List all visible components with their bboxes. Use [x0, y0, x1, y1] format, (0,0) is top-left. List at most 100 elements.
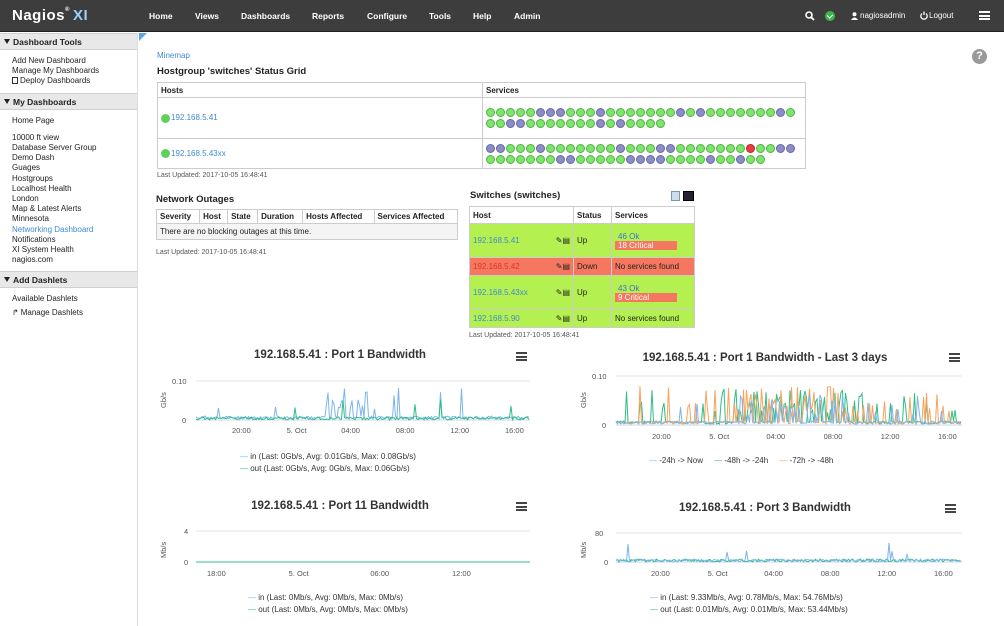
- service-ok-icon[interactable]: [485, 108, 495, 118]
- service-ok-icon[interactable]: [635, 143, 645, 153]
- service-ok-icon[interactable]: [545, 154, 555, 164]
- service-warning-icon[interactable]: [735, 154, 745, 164]
- graph-icon[interactable]: ✎▤: [555, 314, 570, 323]
- legend-out[interactable]: out (Last: 0.01Mb/s, Avg: 0.01Mb/s, Max:…: [660, 605, 848, 614]
- chart2-menu-icon[interactable]: [949, 353, 960, 362]
- host-link[interactable]: 192.168.5.43xx: [171, 148, 226, 158]
- service-warning-icon[interactable]: [645, 154, 655, 164]
- service-ok-icon[interactable]: [485, 154, 495, 164]
- nagios-logo[interactable]: Nagios® XI: [12, 7, 89, 24]
- minemap-link[interactable]: Minemap: [157, 51, 190, 60]
- service-ok-icon[interactable]: [585, 108, 595, 118]
- help-icon[interactable]: ?: [972, 49, 987, 64]
- service-warning-icon[interactable]: [775, 108, 785, 118]
- service-warning-icon[interactable]: [635, 154, 645, 164]
- service-ok-icon[interactable]: [675, 143, 685, 153]
- service-ok-icon[interactable]: [545, 119, 555, 129]
- service-warning-icon[interactable]: [615, 143, 625, 153]
- sidebar-item-manage-dashlets[interactable]: ↱ Manage Dashlets: [12, 307, 83, 317]
- sidebar-item-networking-dashboard[interactable]: Networking Dashboard: [12, 224, 94, 234]
- service-ok-icon[interactable]: [495, 119, 505, 129]
- service-ok-icon[interactable]: [635, 119, 645, 129]
- service-ok-icon[interactable]: [755, 143, 765, 153]
- sidebar-item-add-new-dashboard[interactable]: Add New Dashboard: [12, 56, 86, 65]
- chart2-legend[interactable]: — -24h -> Now — -48h -> -24h — -72h -> -…: [649, 456, 834, 465]
- section-my-dashboards[interactable]: My Dashboards: [0, 92, 137, 110]
- nav-help[interactable]: Help: [473, 11, 492, 21]
- service-warning-icon[interactable]: [555, 108, 565, 118]
- section-dashboard-tools[interactable]: Dashboard Tools: [0, 33, 137, 50]
- service-warning-icon[interactable]: [535, 143, 545, 153]
- service-ok-icon[interactable]: [695, 154, 705, 164]
- service-warning-icon[interactable]: [655, 154, 665, 164]
- service-ok-icon[interactable]: [615, 108, 625, 118]
- service-ok-icon[interactable]: [575, 143, 585, 153]
- service-ok-icon[interactable]: [675, 154, 685, 164]
- sidebar-item-guages[interactable]: Guages: [12, 163, 41, 173]
- nav-dashboards[interactable]: Dashboards: [241, 11, 291, 21]
- nav-home[interactable]: Home: [149, 11, 173, 21]
- service-ok-icon[interactable]: [605, 143, 615, 153]
- service-warning-icon[interactable]: [535, 108, 545, 118]
- service-ok-icon[interactable]: [605, 119, 615, 129]
- graph-icon[interactable]: ✎▤: [555, 262, 570, 271]
- legend-72h[interactable]: -72h -> -48h: [789, 456, 834, 465]
- service-ok-icon[interactable]: [565, 143, 575, 153]
- nav-views[interactable]: Views: [195, 11, 219, 21]
- legend-out[interactable]: out (Last: 0Gb/s, Avg: 0Gb/s, Max: 0.06G…: [250, 464, 410, 473]
- service-ok-icon[interactable]: [685, 108, 695, 118]
- legend-in[interactable]: in (Last: 0Gb/s, Avg: 0.01Gb/s, Max: 0.0…: [250, 452, 416, 461]
- service-ok-icon[interactable]: [715, 154, 725, 164]
- service-warning-icon[interactable]: [675, 108, 685, 118]
- legend-24h[interactable]: -24h -> Now: [659, 456, 704, 465]
- service-warning-icon[interactable]: [595, 108, 605, 118]
- service-ok-icon[interactable]: [725, 143, 735, 153]
- service-ok-icon[interactable]: [515, 154, 525, 164]
- service-ok-icon[interactable]: [625, 143, 635, 153]
- service-warning-icon[interactable]: [785, 143, 795, 153]
- service-warning-icon[interactable]: [485, 143, 495, 153]
- service-ok-icon[interactable]: [685, 154, 695, 164]
- monitor-icon[interactable]: [683, 191, 694, 201]
- username-link[interactable]: nagiosadmin: [860, 11, 906, 20]
- service-ok-icon[interactable]: [575, 108, 585, 118]
- sidebar-item-london[interactable]: London: [12, 194, 39, 204]
- service-warning-icon[interactable]: [695, 108, 705, 118]
- service-ok-icon[interactable]: [765, 143, 775, 153]
- host-link[interactable]: 192.168.5.41: [171, 113, 218, 123]
- legend-in[interactable]: in (Last: 0Mb/s, Avg: 0Mb/s, Max: 0Mb/s): [258, 593, 404, 602]
- service-warning-icon[interactable]: [665, 143, 675, 153]
- service-ok-icon[interactable]: [575, 154, 585, 164]
- service-ok-icon[interactable]: [585, 143, 595, 153]
- switch-host-link[interactable]: 192.168.5.42: [473, 262, 520, 271]
- service-ok-icon[interactable]: [655, 119, 665, 129]
- nav-reports[interactable]: Reports: [312, 11, 345, 21]
- chart4-menu-icon[interactable]: [945, 504, 956, 513]
- sidebar-item-available-dashlets[interactable]: Available Dashlets: [12, 294, 78, 304]
- service-warning-icon[interactable]: [625, 154, 635, 164]
- service-ok-icon[interactable]: [565, 108, 575, 118]
- sidebar-item-database-server-group[interactable]: Database Server Group: [12, 143, 97, 153]
- service-ok-icon[interactable]: [715, 143, 725, 153]
- service-ok-icon[interactable]: [505, 154, 515, 164]
- service-ok-icon[interactable]: [495, 108, 505, 118]
- service-ok-icon[interactable]: [545, 143, 555, 153]
- menu-icon[interactable]: [979, 11, 990, 20]
- service-ok-icon[interactable]: [505, 143, 515, 153]
- service-ok-icon[interactable]: [725, 108, 735, 118]
- sidebar-item-notifications[interactable]: Notifications: [12, 234, 56, 244]
- sidebar-item-hostgroups[interactable]: Hostgroups: [12, 173, 53, 183]
- nav-admin[interactable]: Admin: [514, 11, 541, 21]
- service-ok-icon[interactable]: [655, 108, 665, 118]
- service-ok-icon[interactable]: [615, 154, 625, 164]
- service-ok-icon[interactable]: [535, 119, 545, 129]
- service-ok-icon[interactable]: [585, 119, 595, 129]
- search-icon[interactable]: [805, 11, 815, 21]
- switch-host-link[interactable]: 192.168.5.90: [473, 314, 520, 323]
- status-ok-icon[interactable]: [825, 11, 835, 21]
- sidebar-item-manage-my-dashboards[interactable]: Manage My Dashboards: [12, 66, 100, 76]
- service-ok-icon[interactable]: [595, 154, 605, 164]
- sidebar-item-10000-ft-view[interactable]: 10000 ft view: [12, 132, 60, 142]
- service-warning-icon[interactable]: [495, 143, 505, 153]
- service-ok-icon[interactable]: [645, 143, 655, 153]
